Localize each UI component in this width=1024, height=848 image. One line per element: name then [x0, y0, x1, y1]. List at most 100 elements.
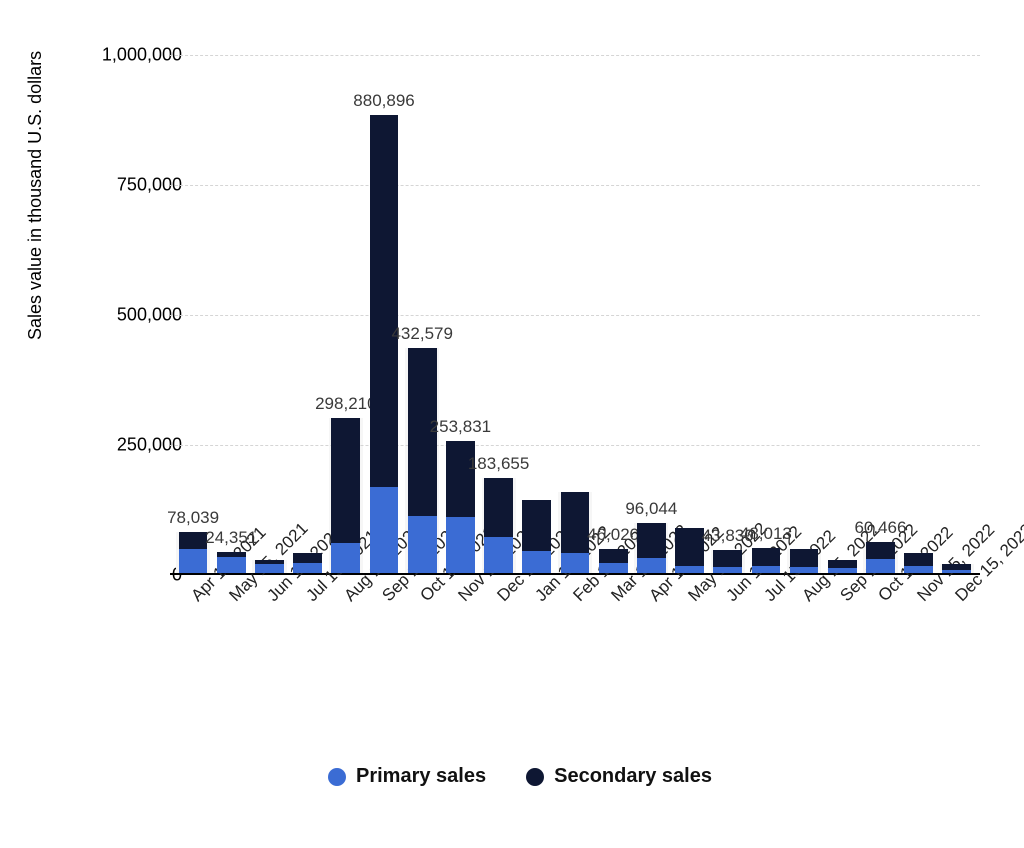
bar-stack[interactable]: 78,039: [179, 532, 208, 573]
bar-stack[interactable]: 96,044: [637, 523, 666, 573]
bar-segment-primary[interactable]: [255, 564, 284, 573]
gridline: [170, 185, 980, 186]
bar-segment-secondary[interactable]: [675, 528, 704, 565]
bar-total-label: 96,044: [625, 499, 677, 519]
legend-label: Secondary sales: [554, 765, 712, 788]
bar-stack[interactable]: 432,579: [408, 348, 437, 573]
plot-area: 78,03924,351298,210880,896432,579253,831…: [170, 55, 980, 575]
bar-stack[interactable]: 24,351: [217, 552, 246, 573]
bar-segment-primary[interactable]: [790, 567, 819, 573]
bar-slot: [291, 553, 325, 573]
bar-segment-secondary[interactable]: [446, 441, 475, 517]
bar-stack[interactable]: [255, 560, 284, 573]
bar-segment-primary[interactable]: [942, 570, 971, 573]
bar-segment-primary[interactable]: [484, 537, 513, 573]
x-tick: Sep 15, 2021: [367, 580, 401, 740]
bar-stack[interactable]: [522, 500, 551, 573]
bar-stack[interactable]: 298,210: [331, 418, 360, 573]
bar-stack[interactable]: 46,020: [599, 549, 628, 573]
bar-stack[interactable]: [561, 492, 590, 573]
bar-slot: 298,210: [329, 418, 363, 573]
legend-swatch: [526, 768, 544, 786]
y-tick-label: 750,000: [72, 175, 182, 196]
bar-segment-primary[interactable]: [408, 516, 437, 573]
bar-segment-primary[interactable]: [752, 566, 781, 573]
bar-segment-secondary[interactable]: [293, 553, 322, 563]
bar-segment-primary[interactable]: [331, 543, 360, 573]
bar-stack[interactable]: [828, 559, 857, 573]
x-tick: Apr 15, 2021: [176, 580, 210, 740]
y-tick-label: 500,000: [72, 305, 182, 326]
bar-segment-secondary[interactable]: [637, 523, 666, 558]
gridline: [170, 55, 980, 56]
y-axis-label: Sales value in thousand U.S. dollars: [25, 51, 46, 340]
x-tick: Dec 15, 2022: [940, 580, 974, 740]
bar-segment-secondary[interactable]: [713, 550, 742, 567]
bar-segment-primary[interactable]: [904, 566, 933, 573]
bar-slot: 46,020: [596, 549, 630, 573]
x-tick: Apr 15, 2022: [634, 580, 668, 740]
bar-segment-secondary[interactable]: [522, 500, 551, 551]
bar-segment-secondary[interactable]: [752, 548, 781, 566]
bar-slot: 96,044: [634, 523, 668, 573]
x-tick: Oct 15, 2021: [405, 580, 439, 740]
bar-slot: 183,655: [482, 478, 516, 574]
bar-segment-secondary[interactable]: [866, 542, 895, 560]
bar-total-label: 880,896: [353, 91, 414, 111]
bar-slot: 48,013: [749, 548, 783, 573]
bar-slot: 43,830: [711, 550, 745, 573]
bar-segment-primary[interactable]: [179, 549, 208, 573]
bar-segment-primary[interactable]: [217, 557, 246, 573]
bar-segment-primary[interactable]: [866, 559, 895, 573]
bar-stack[interactable]: 60,466: [866, 542, 895, 573]
bar-segment-primary[interactable]: [828, 568, 857, 573]
bar-segment-primary[interactable]: [446, 517, 475, 573]
x-tick: Aug 15, 2022: [787, 580, 821, 740]
bar-slot: [520, 500, 554, 573]
bar-slot: [940, 564, 974, 573]
bar-slot: 432,579: [405, 348, 439, 573]
bar-segment-primary[interactable]: [293, 563, 322, 573]
bar-segment-secondary[interactable]: [179, 532, 208, 549]
bar-stack[interactable]: 183,655: [484, 478, 513, 574]
x-tick: Jan 15, 2022: [520, 580, 554, 740]
bar-segment-secondary[interactable]: [599, 549, 628, 563]
bar-segment-secondary[interactable]: [370, 115, 399, 487]
bar-slot: [902, 553, 936, 573]
bar-segment-secondary[interactable]: [904, 553, 933, 565]
bar-slot: [252, 560, 286, 573]
bar-segment-primary[interactable]: [370, 487, 399, 573]
bar-stack[interactable]: [293, 553, 322, 573]
bar-stack[interactable]: [675, 528, 704, 573]
bar-segment-secondary[interactable]: [331, 418, 360, 543]
bar-segment-primary[interactable]: [561, 553, 590, 573]
bar-segment-primary[interactable]: [637, 558, 666, 573]
legend-swatch: [328, 768, 346, 786]
bar-stack[interactable]: [904, 553, 933, 573]
bar-segment-primary[interactable]: [713, 567, 742, 573]
bar-segment-primary[interactable]: [522, 551, 551, 573]
bar-segment-secondary[interactable]: [828, 560, 857, 569]
legend-item-primary[interactable]: Primary sales: [328, 765, 486, 788]
gridline: [170, 445, 980, 446]
bar-segment-secondary[interactable]: [790, 549, 819, 567]
bar-stack[interactable]: 48,013: [752, 548, 781, 573]
bars-wrap: 78,03924,351298,210880,896432,579253,831…: [170, 55, 980, 573]
bar-total-label: 253,831: [430, 417, 491, 437]
bar-total-label: 46,020: [587, 525, 639, 545]
bar-segment-primary[interactable]: [675, 566, 704, 573]
legend-item-secondary[interactable]: Secondary sales: [526, 765, 712, 788]
y-tick-label: 250,000: [72, 435, 182, 456]
bar-total-label: 432,579: [391, 324, 452, 344]
bar-total-label: 48,013: [740, 524, 792, 544]
x-tick: May 15, 2022: [672, 580, 706, 740]
bar-segment-primary[interactable]: [599, 563, 628, 573]
bar-stack[interactable]: 43,830: [713, 550, 742, 573]
bar-stack[interactable]: [942, 564, 971, 573]
bar-segment-secondary[interactable]: [484, 478, 513, 537]
bar-slot: 24,351: [214, 552, 248, 573]
bar-stack[interactable]: [790, 549, 819, 573]
bar-segment-secondary[interactable]: [561, 492, 590, 553]
x-tick: Mar 15, 2022: [596, 580, 630, 740]
x-tick: Jul 15, 2021: [291, 580, 325, 740]
